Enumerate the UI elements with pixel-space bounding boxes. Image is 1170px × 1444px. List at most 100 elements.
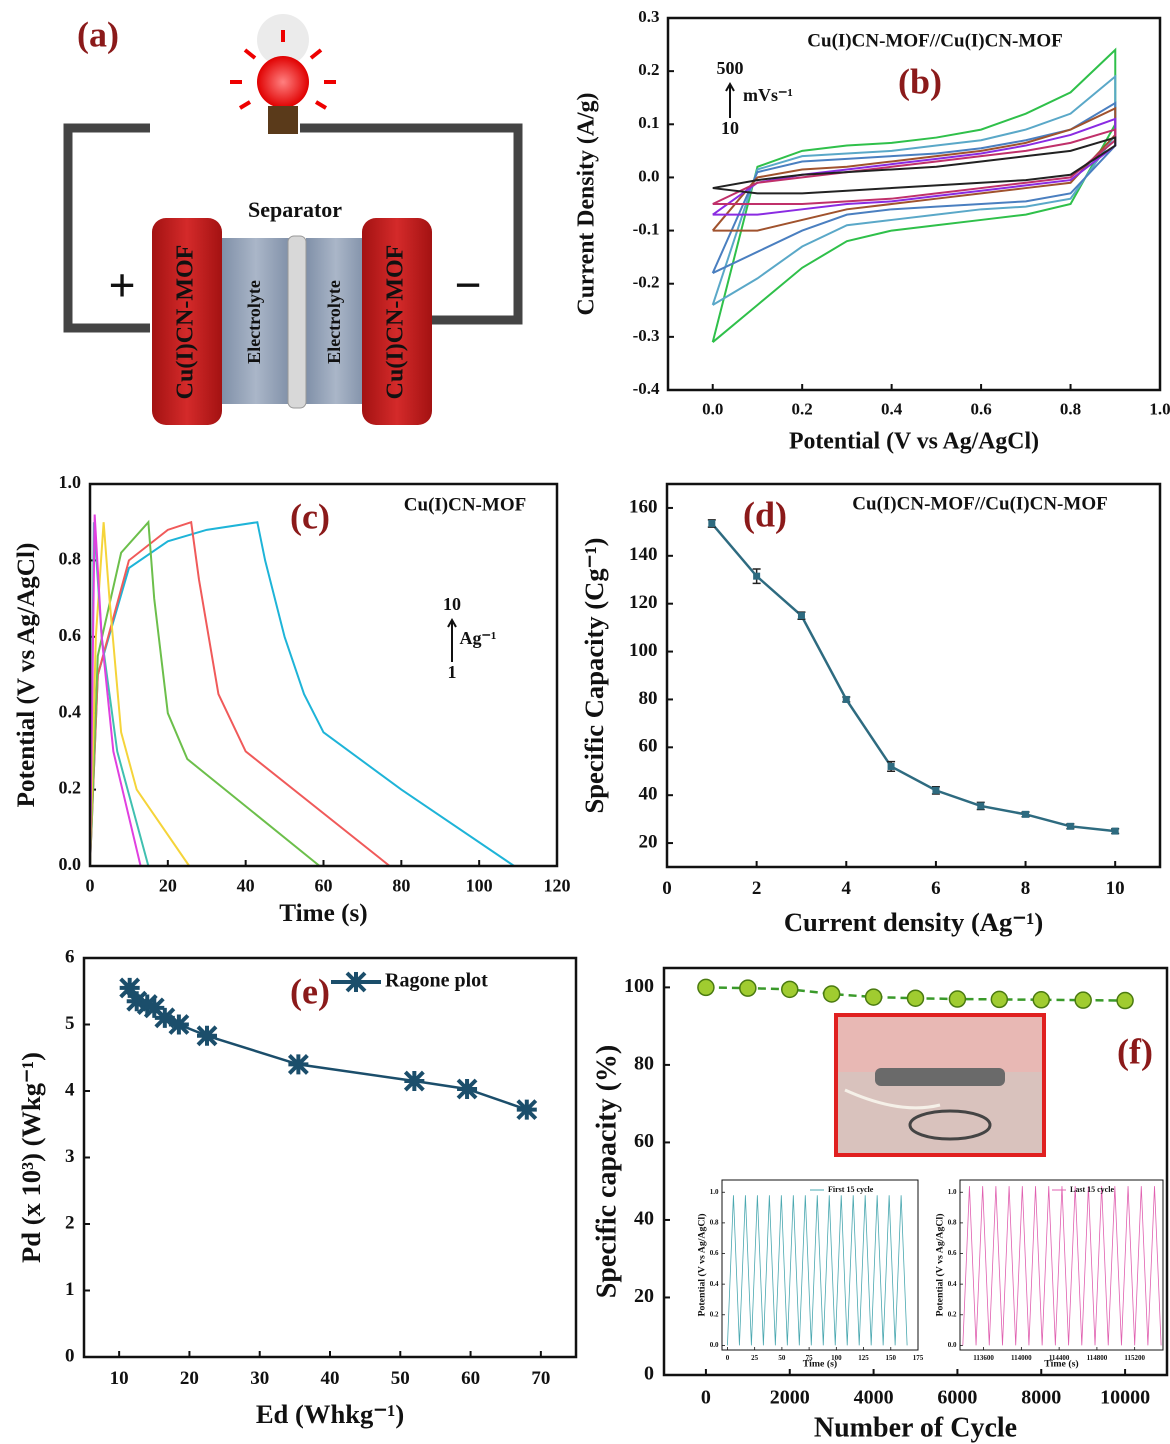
legend-label: Ragone plot: [385, 970, 488, 992]
data-line: [89, 522, 191, 867]
marker: [739, 979, 757, 997]
bulb-rays: [230, 30, 336, 110]
plot-frame: [721, 1179, 919, 1351]
x-tick-label: 120: [544, 876, 571, 896]
y-tick-label: 80: [634, 1052, 654, 1074]
plot-frame: [88, 482, 559, 868]
data-line: [89, 521, 515, 867]
x-tick-label: 114800: [1087, 1354, 1108, 1362]
data-line: [727, 1195, 908, 1346]
cell-diagram: (a) Separator Cu(I)CN-MOF Cu(I)CN-MOF El…: [63, 14, 523, 425]
marker: [822, 985, 841, 1003]
y-axis-label: Potential (V vs Ag/AgCl): [934, 1214, 945, 1317]
x-tick-label: 0.0: [702, 399, 723, 418]
marker: [196, 1025, 218, 1047]
marker: [932, 786, 940, 794]
y-axis-label: Potential (V vs Ag/AgCl): [13, 543, 40, 808]
panel-label: (c): [290, 496, 330, 536]
y-tick-label: 0.2: [948, 1310, 957, 1318]
data-line: [711, 74, 1117, 306]
photo-logo: [908, 1109, 992, 1141]
photo-inset: [834, 1013, 1046, 1157]
plot-frame: [665, 482, 1162, 869]
x-tick-label: 60: [461, 1368, 480, 1389]
x-tick-label: 6: [931, 878, 941, 899]
y-tick-label: 1.0: [59, 472, 82, 492]
x-axis-label: Ed (Whkg⁻¹): [256, 1399, 404, 1429]
x-tick-label: 4: [842, 878, 852, 899]
legend-label: First 15 cycle: [828, 1185, 874, 1194]
y-tick-label: 0.2: [710, 1310, 719, 1318]
y-tick-label: 1.0: [948, 1188, 957, 1196]
chart-title: Cu(I)CN-MOF//Cu(I)CN-MOF: [852, 493, 1107, 514]
annotation: 1: [448, 662, 457, 682]
electrolyte: [222, 238, 290, 404]
y-tick-label: 1.0: [710, 1188, 719, 1196]
x-tick-label: 150: [886, 1354, 897, 1362]
separator: [287, 235, 307, 409]
x-tick-label: 0.8: [1060, 399, 1081, 418]
y-tick-label: 0.2: [638, 60, 659, 79]
chart-title: Cu(I)CN-MOF: [404, 494, 526, 515]
y-tick-label: 20: [634, 1285, 654, 1307]
x-tick-label: 113600: [973, 1354, 994, 1362]
x-tick-label: 2000: [770, 1387, 810, 1409]
annotation: 10: [443, 594, 461, 614]
plot-frame: [82, 956, 578, 1359]
marker: [516, 1099, 538, 1121]
data-line: [962, 1186, 1162, 1346]
x-tick-label: 0: [86, 876, 95, 896]
y-tick-label: 100: [629, 640, 658, 661]
x-tick-label: 50: [391, 1368, 410, 1389]
data-line: [711, 101, 1117, 274]
marker: [403, 1070, 425, 1092]
y-tick-label: -0.3: [633, 326, 660, 345]
y-tick-label: 0.2: [59, 778, 82, 798]
y-tick-label: 60: [639, 736, 658, 757]
marker: [345, 971, 367, 993]
y-tick-label: 0.4: [948, 1280, 957, 1288]
x-tick-label: 60: [315, 876, 333, 896]
electrolyte-label: Electrolyte: [324, 280, 344, 364]
photo-wall: [838, 1017, 1042, 1072]
marker: [948, 990, 967, 1008]
x-tick-label: 0: [726, 1354, 730, 1362]
electrode-label: Cu(I)CN-MOF: [173, 245, 199, 400]
data-line: [710, 522, 1116, 833]
separator-label: Separator: [248, 197, 342, 222]
y-tick-label: 0.8: [948, 1218, 957, 1226]
x-axis-label: Time (s): [1044, 1358, 1078, 1369]
y-tick-label: 20: [639, 831, 658, 852]
photo-cells: [875, 1068, 1005, 1086]
x-tick-label: 0.6: [970, 399, 991, 418]
x-tick-label: 40: [237, 876, 255, 896]
electrode: [362, 218, 432, 425]
y-tick-label: 0.8: [59, 549, 82, 569]
y-tick-label: 3: [65, 1146, 75, 1167]
annotation-arrow: [725, 81, 735, 118]
y-tick-label: 60: [634, 1130, 654, 1152]
electrolyte: [306, 238, 366, 404]
x-tick-label: 114400: [1049, 1354, 1070, 1362]
electrolyte-label: Electrolyte: [244, 280, 264, 364]
panel-label: (b): [898, 61, 942, 101]
x-tick-label: 25: [751, 1354, 759, 1362]
x-tick-label: 50: [778, 1354, 786, 1362]
x-tick-label: 10000: [1100, 1387, 1150, 1409]
x-tick-label: 75: [806, 1354, 814, 1362]
y-tick-label: -0.2: [633, 273, 660, 292]
x-tick-label: 30: [250, 1368, 269, 1389]
marker: [1074, 991, 1092, 1009]
marker: [456, 1078, 478, 1100]
y-tick-label: 0.8: [710, 1218, 719, 1226]
annotation: 500: [717, 58, 744, 78]
marker: [990, 990, 1009, 1009]
minus-sign: −: [454, 259, 481, 312]
y-axis-label: Specific capacity (%): [591, 1045, 622, 1299]
annotation: 10: [721, 118, 739, 138]
marker: [864, 988, 883, 1006]
y-tick-label: -0.1: [633, 219, 660, 238]
y-tick-label: 0.6: [59, 625, 82, 645]
y-tick-label: 2: [65, 1212, 75, 1233]
marker: [906, 989, 925, 1007]
